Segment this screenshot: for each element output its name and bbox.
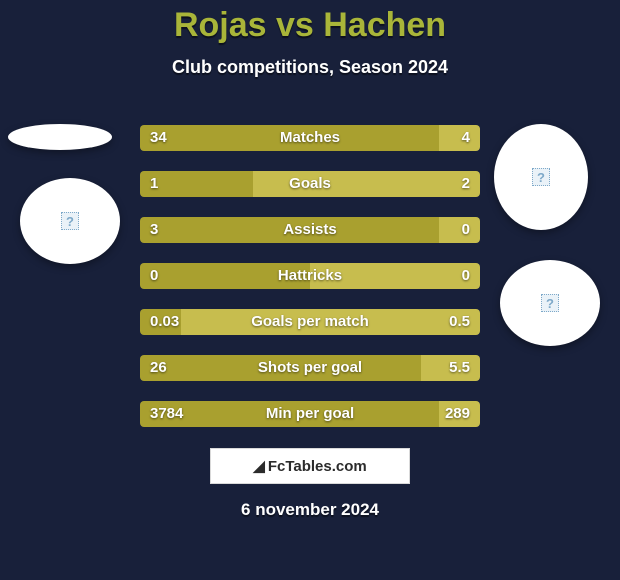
stat-label: Hattricks [140,263,480,289]
stat-value-right: 289 [445,401,470,427]
circle-top-right: ? [494,124,588,230]
comparison-stats: 34Matches41Goals23Assists00Hattricks00.0… [140,125,480,447]
page-subtitle: Club competitions, Season 2024 [0,57,620,78]
placeholder-icon: ? [532,168,550,186]
stat-value-right: 2 [462,171,470,197]
stat-label: Goals per match [140,309,480,335]
circle-left: ? [20,178,120,264]
stat-row: 26Shots per goal5.5 [140,355,480,381]
stat-row: 1Goals2 [140,171,480,197]
footer-text: FcTables.com [268,458,367,475]
placeholder-icon: ? [61,212,79,230]
footer-date: 6 november 2024 [0,500,620,520]
stat-row: 3Assists0 [140,217,480,243]
stat-row: 3784Min per goal289 [140,401,480,427]
stat-value-right: 5.5 [449,355,470,381]
stat-label: Assists [140,217,480,243]
stat-label: Goals [140,171,480,197]
placeholder-icon: ? [541,294,559,312]
stat-label: Min per goal [140,401,480,427]
page-title: Rojas vs Hachen [0,0,620,45]
ellipse-top-left [8,124,112,150]
stat-label: Matches [140,125,480,151]
stat-value-right: 4 [462,125,470,151]
stat-label: Shots per goal [140,355,480,381]
stat-row: 0Hattricks0 [140,263,480,289]
stat-row: 34Matches4 [140,125,480,151]
circle-right: ? [500,260,600,346]
stat-value-right: 0 [462,263,470,289]
stat-value-right: 0.5 [449,309,470,335]
chart-bars-icon: ◢ [253,457,262,475]
footer-attribution: ◢ FcTables.com [210,448,410,484]
stat-row: 0.03Goals per match0.5 [140,309,480,335]
stat-value-right: 0 [462,217,470,243]
